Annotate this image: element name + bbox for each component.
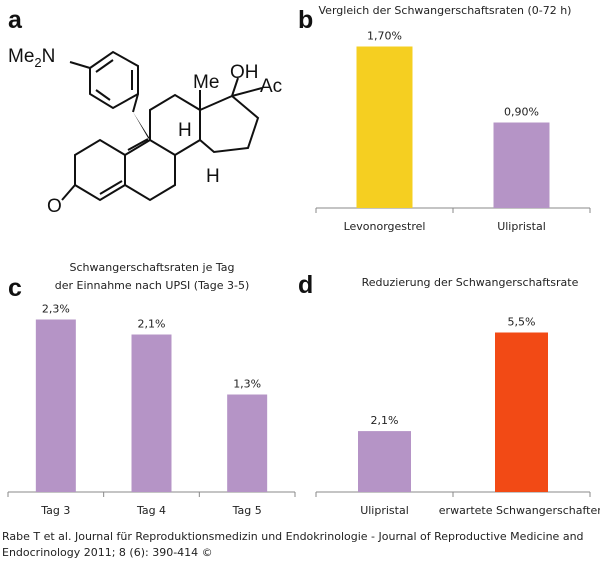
wedge-bond xyxy=(133,112,152,142)
panel-letter: c xyxy=(8,274,22,302)
bar xyxy=(227,394,268,492)
atom-label: N xyxy=(42,46,56,67)
atom-label: H xyxy=(206,166,220,187)
atom-label: Ac xyxy=(260,76,282,97)
value-label: 1,3% xyxy=(233,378,261,391)
atom-label: Me xyxy=(193,72,219,93)
value-label: 0,90% xyxy=(504,106,539,119)
atom-label: Me xyxy=(8,46,34,67)
chart-title: Schwangerschaftsraten je Tag xyxy=(70,261,235,274)
value-label: 1,70% xyxy=(367,30,402,43)
x-tick-label: Ulipristal xyxy=(360,504,409,517)
panel-letter: a xyxy=(8,6,23,34)
x-tick-label: Levonorgestrel xyxy=(344,220,426,233)
x-tick-label: Tag 4 xyxy=(136,504,166,517)
subscript: 2 xyxy=(34,55,41,70)
atom-label: H xyxy=(178,120,192,141)
bar xyxy=(35,319,76,492)
atom-label: Me2N xyxy=(8,46,55,70)
atom-label: OH xyxy=(230,62,259,83)
x-tick-label: Tag 3 xyxy=(40,504,70,517)
caption: Endocrinology 2011; 8 (6): 390-414 © xyxy=(2,546,213,559)
value-label: 5,5% xyxy=(508,316,536,329)
panel-letter: b xyxy=(298,6,313,34)
chart-title: der Einnahme nach UPSI (Tage 3-5) xyxy=(55,279,249,292)
x-tick-label: erwartete Schwangerschaften xyxy=(439,504,600,517)
bar xyxy=(495,332,548,492)
bar xyxy=(358,431,411,492)
bar xyxy=(356,46,413,208)
caption: Rabe T et al. Journal für Reproduktionsm… xyxy=(2,530,584,543)
atom-label: O xyxy=(47,196,62,217)
value-label: 2,1% xyxy=(138,318,166,331)
value-label: 2,3% xyxy=(42,303,70,316)
x-tick-label: Tag 5 xyxy=(232,504,262,517)
x-tick-label: Ulipristal xyxy=(497,220,546,233)
chart-title: Vergleich der Schwangerschaftsraten (0-7… xyxy=(319,4,572,17)
value-label: 2,1% xyxy=(371,414,399,427)
bonds xyxy=(61,50,263,202)
molecule: Me2N OH Me Ac H H O xyxy=(8,46,282,217)
bar xyxy=(131,334,172,492)
panel-letter: d xyxy=(298,271,313,299)
bar xyxy=(493,122,550,208)
chart-title: Reduzierung der Schwangerschaftsrate xyxy=(362,276,579,289)
